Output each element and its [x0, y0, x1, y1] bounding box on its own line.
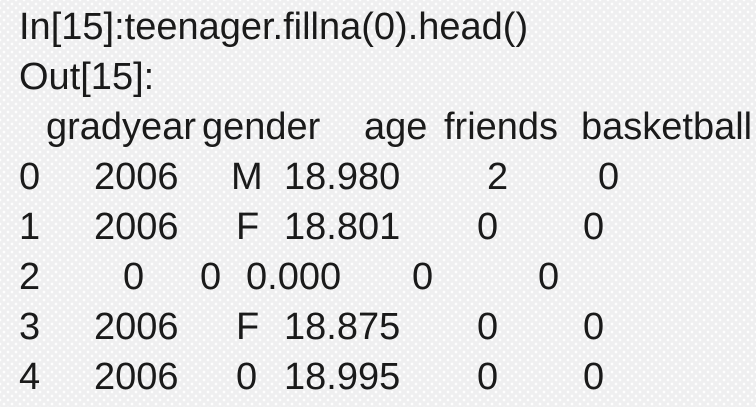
- cell-basketball: 0: [583, 356, 605, 398]
- cell-gender: 0: [236, 356, 258, 398]
- dataframe-row: 4 2006 0 18.995 0 0: [0, 352, 756, 402]
- column-header-basketball: basketball: [581, 106, 753, 148]
- column-header-gradyear: gradyear: [46, 106, 196, 148]
- column-header-friends: friends: [444, 106, 559, 148]
- cell-gradyear: 2006: [94, 206, 179, 248]
- cell-gender: M: [231, 156, 263, 198]
- row-index-label: 4: [19, 356, 41, 398]
- console-output-label: Out[15]:: [19, 56, 155, 98]
- cell-friends: 0: [412, 256, 434, 298]
- dataframe-row: 0 2006 M 18.980 2 0: [0, 152, 756, 202]
- row-index-label: 2: [19, 256, 41, 298]
- cell-age: 18.801: [284, 206, 401, 248]
- row-index-label: 3: [19, 306, 41, 348]
- cell-basketball: 0: [583, 306, 605, 348]
- cell-gender: F: [236, 206, 260, 248]
- cell-gender: F: [236, 306, 260, 348]
- cell-basketball: 0: [583, 206, 605, 248]
- cell-friends: 2: [487, 156, 509, 198]
- cell-age: 18.980: [284, 156, 401, 198]
- cell-gender: 0: [200, 256, 222, 298]
- column-header-gender: gender: [202, 106, 321, 148]
- dataframe-header-row: gradyear gender age friends basketball: [0, 102, 756, 152]
- cell-friends: 0: [477, 206, 499, 248]
- cell-gradyear: 2006: [94, 156, 179, 198]
- row-index-label: 1: [19, 206, 41, 248]
- dataframe-row: 3 2006 F 18.875 0 0: [0, 302, 756, 352]
- row-index-label: 0: [19, 156, 41, 198]
- cell-age: 18.875: [284, 306, 401, 348]
- cell-gradyear: 2006: [94, 306, 179, 348]
- cell-gradyear: 2006: [94, 356, 179, 398]
- console-input-line: In[15]:teenager.fillna(0).head(): [19, 6, 529, 48]
- cell-friends: 0: [477, 356, 499, 398]
- cell-gradyear: 0: [123, 256, 145, 298]
- dataframe-row: 2 0 0 0.000 0 0: [0, 252, 756, 302]
- cell-age: 0.000: [246, 256, 342, 298]
- cell-basketball: 0: [598, 156, 620, 198]
- cell-age: 18.995: [284, 356, 401, 398]
- cell-friends: 0: [477, 306, 499, 348]
- column-header-age: age: [364, 106, 428, 148]
- cell-basketball: 0: [538, 256, 560, 298]
- dataframe-row: 1 2006 F 18.801 0 0: [0, 202, 756, 252]
